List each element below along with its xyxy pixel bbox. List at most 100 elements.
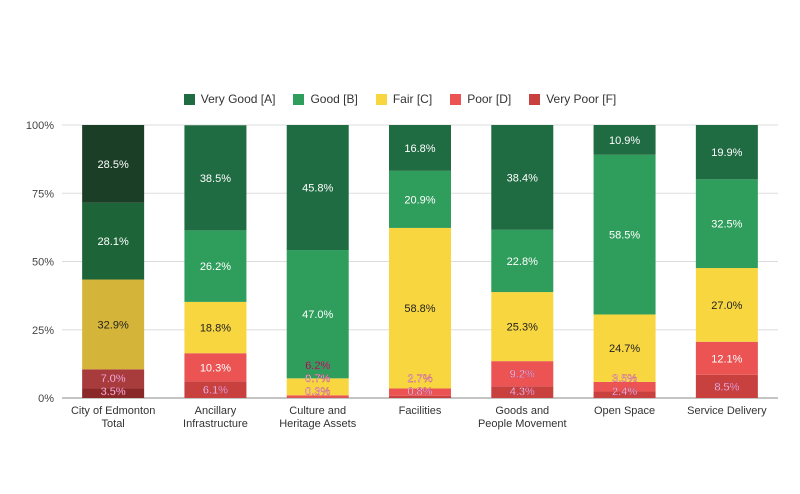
bar-segment	[491, 125, 554, 230]
bar-segment	[286, 125, 349, 251]
data-label: 24.7%	[609, 343, 640, 355]
bar-segment	[184, 301, 247, 354]
bar-segment	[593, 314, 656, 382]
x-tick-label: Ancillary	[195, 405, 237, 417]
bar-segment	[593, 391, 656, 398]
legend-swatch	[529, 93, 541, 105]
bar-segment	[184, 125, 247, 231]
bar-segment	[695, 125, 758, 180]
bar-segment	[593, 381, 656, 392]
bar-segment	[491, 361, 554, 387]
bar-segment	[286, 395, 349, 398]
data-label: 0.7%	[305, 373, 330, 385]
bar-segment	[695, 341, 758, 375]
data-label: 47.0%	[302, 309, 333, 321]
legend-swatch	[183, 93, 195, 105]
legend-swatch	[375, 93, 387, 105]
bar-segment	[286, 397, 349, 398]
bar-segment	[82, 125, 145, 203]
data-label: 58.5%	[609, 230, 640, 242]
data-label: 3.5%	[612, 373, 637, 385]
bar-segment	[491, 292, 554, 362]
bar-segment	[491, 386, 554, 398]
data-label: 16.8%	[404, 143, 435, 155]
bar-segment	[184, 230, 247, 302]
data-label: 8.5%	[714, 381, 739, 393]
legend-item: Poor [D]	[450, 92, 511, 106]
data-label: 32.9%	[98, 319, 129, 331]
x-tick-label: Infrastructure	[183, 418, 248, 430]
legend-item: Very Poor [F]	[529, 92, 616, 106]
bar-segment	[389, 227, 451, 389]
data-label: 2.7%	[407, 373, 432, 385]
x-tick-label: Heritage Assets	[279, 418, 357, 430]
x-tick-label: Goods and	[495, 405, 549, 417]
data-label: 38.4%	[507, 172, 538, 184]
bar-segment	[389, 125, 451, 171]
data-label: 2.4%	[612, 386, 637, 398]
bar-segment	[184, 381, 247, 398]
data-label: 28.5%	[98, 159, 129, 171]
data-label: 6.1%	[203, 385, 228, 397]
legend-swatch	[293, 93, 305, 105]
data-label: 7.0%	[101, 373, 126, 385]
legend-item: Fair [C]	[375, 92, 433, 106]
y-tick-label: 50%	[32, 257, 54, 269]
data-label: 4.3%	[510, 386, 535, 398]
bar-segment	[82, 279, 145, 370]
legend-label: Fair [C]	[392, 92, 433, 106]
y-tick-label: 75%	[32, 188, 54, 200]
x-tick-label: Total	[102, 418, 125, 430]
bar-segment	[593, 125, 656, 155]
x-tick-label: City of Edmonton	[71, 405, 155, 417]
bar-segment	[389, 170, 451, 228]
y-tick-label: 100%	[26, 120, 54, 132]
bar-segment	[184, 353, 247, 382]
bar-segment	[82, 202, 145, 280]
x-tick-label: Service Delivery	[687, 405, 767, 417]
bar-segment	[286, 378, 349, 396]
data-label: 9.2%	[510, 369, 535, 381]
data-label: 18.8%	[200, 323, 231, 335]
bar-segment	[491, 229, 554, 293]
bar-segment	[695, 374, 758, 398]
data-label: 0.8%	[407, 386, 432, 398]
x-tick-label: People Movement	[478, 418, 567, 430]
bar-segment	[389, 388, 451, 396]
bar-segment	[389, 395, 451, 398]
bar-segment	[593, 154, 656, 315]
bar-segment	[695, 268, 758, 342]
data-label: 0.3%	[305, 386, 330, 398]
y-tick-label: 25%	[32, 325, 54, 337]
legend-item: Good [B]	[293, 92, 358, 106]
data-label: 3.5%	[101, 386, 126, 398]
data-label: 27.0%	[711, 300, 742, 312]
bar-segment	[286, 250, 349, 379]
bar-segment	[82, 388, 145, 398]
y-tick-label: 0%	[38, 393, 54, 405]
x-tick-label: Culture and	[289, 405, 346, 417]
data-label: 10.3%	[200, 362, 231, 374]
data-label: 6.2%	[305, 360, 330, 372]
data-label: 38.5%	[200, 173, 231, 185]
data-label: 22.8%	[507, 256, 538, 268]
data-label: 58.8%	[404, 303, 435, 315]
chart-legend: Very Good [A] Good [B] Fair [C] Poor [D] Ver…	[0, 92, 800, 106]
data-label: 25.3%	[507, 322, 538, 334]
data-label: 32.5%	[711, 219, 742, 231]
data-label: 26.2%	[200, 261, 231, 273]
bar-segment	[695, 179, 758, 269]
data-label: 45.8%	[302, 183, 333, 195]
data-label: 19.9%	[711, 147, 742, 159]
legend-item: Very Good [A]	[183, 92, 275, 106]
data-label: 20.9%	[404, 194, 435, 206]
legend-label: Very Poor [F]	[546, 92, 617, 106]
legend-label: Good [B]	[310, 92, 358, 106]
legend-label: Poor [D]	[467, 92, 512, 106]
data-label: 10.9%	[609, 135, 640, 147]
data-label: 28.1%	[98, 236, 129, 248]
x-tick-label: Facilities	[399, 405, 442, 417]
legend-swatch	[450, 93, 462, 105]
data-label: 12.1%	[711, 353, 742, 365]
